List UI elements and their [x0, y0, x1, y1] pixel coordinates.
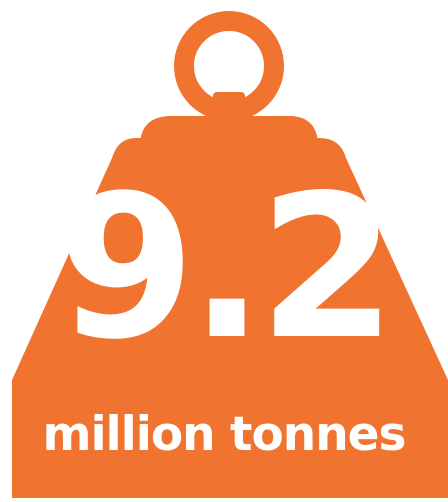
weight-neck [213, 92, 245, 122]
weight-unit-label: million tonnes [42, 407, 406, 462]
weight-value: 9.2 [57, 152, 397, 383]
weight-body [12, 138, 448, 498]
